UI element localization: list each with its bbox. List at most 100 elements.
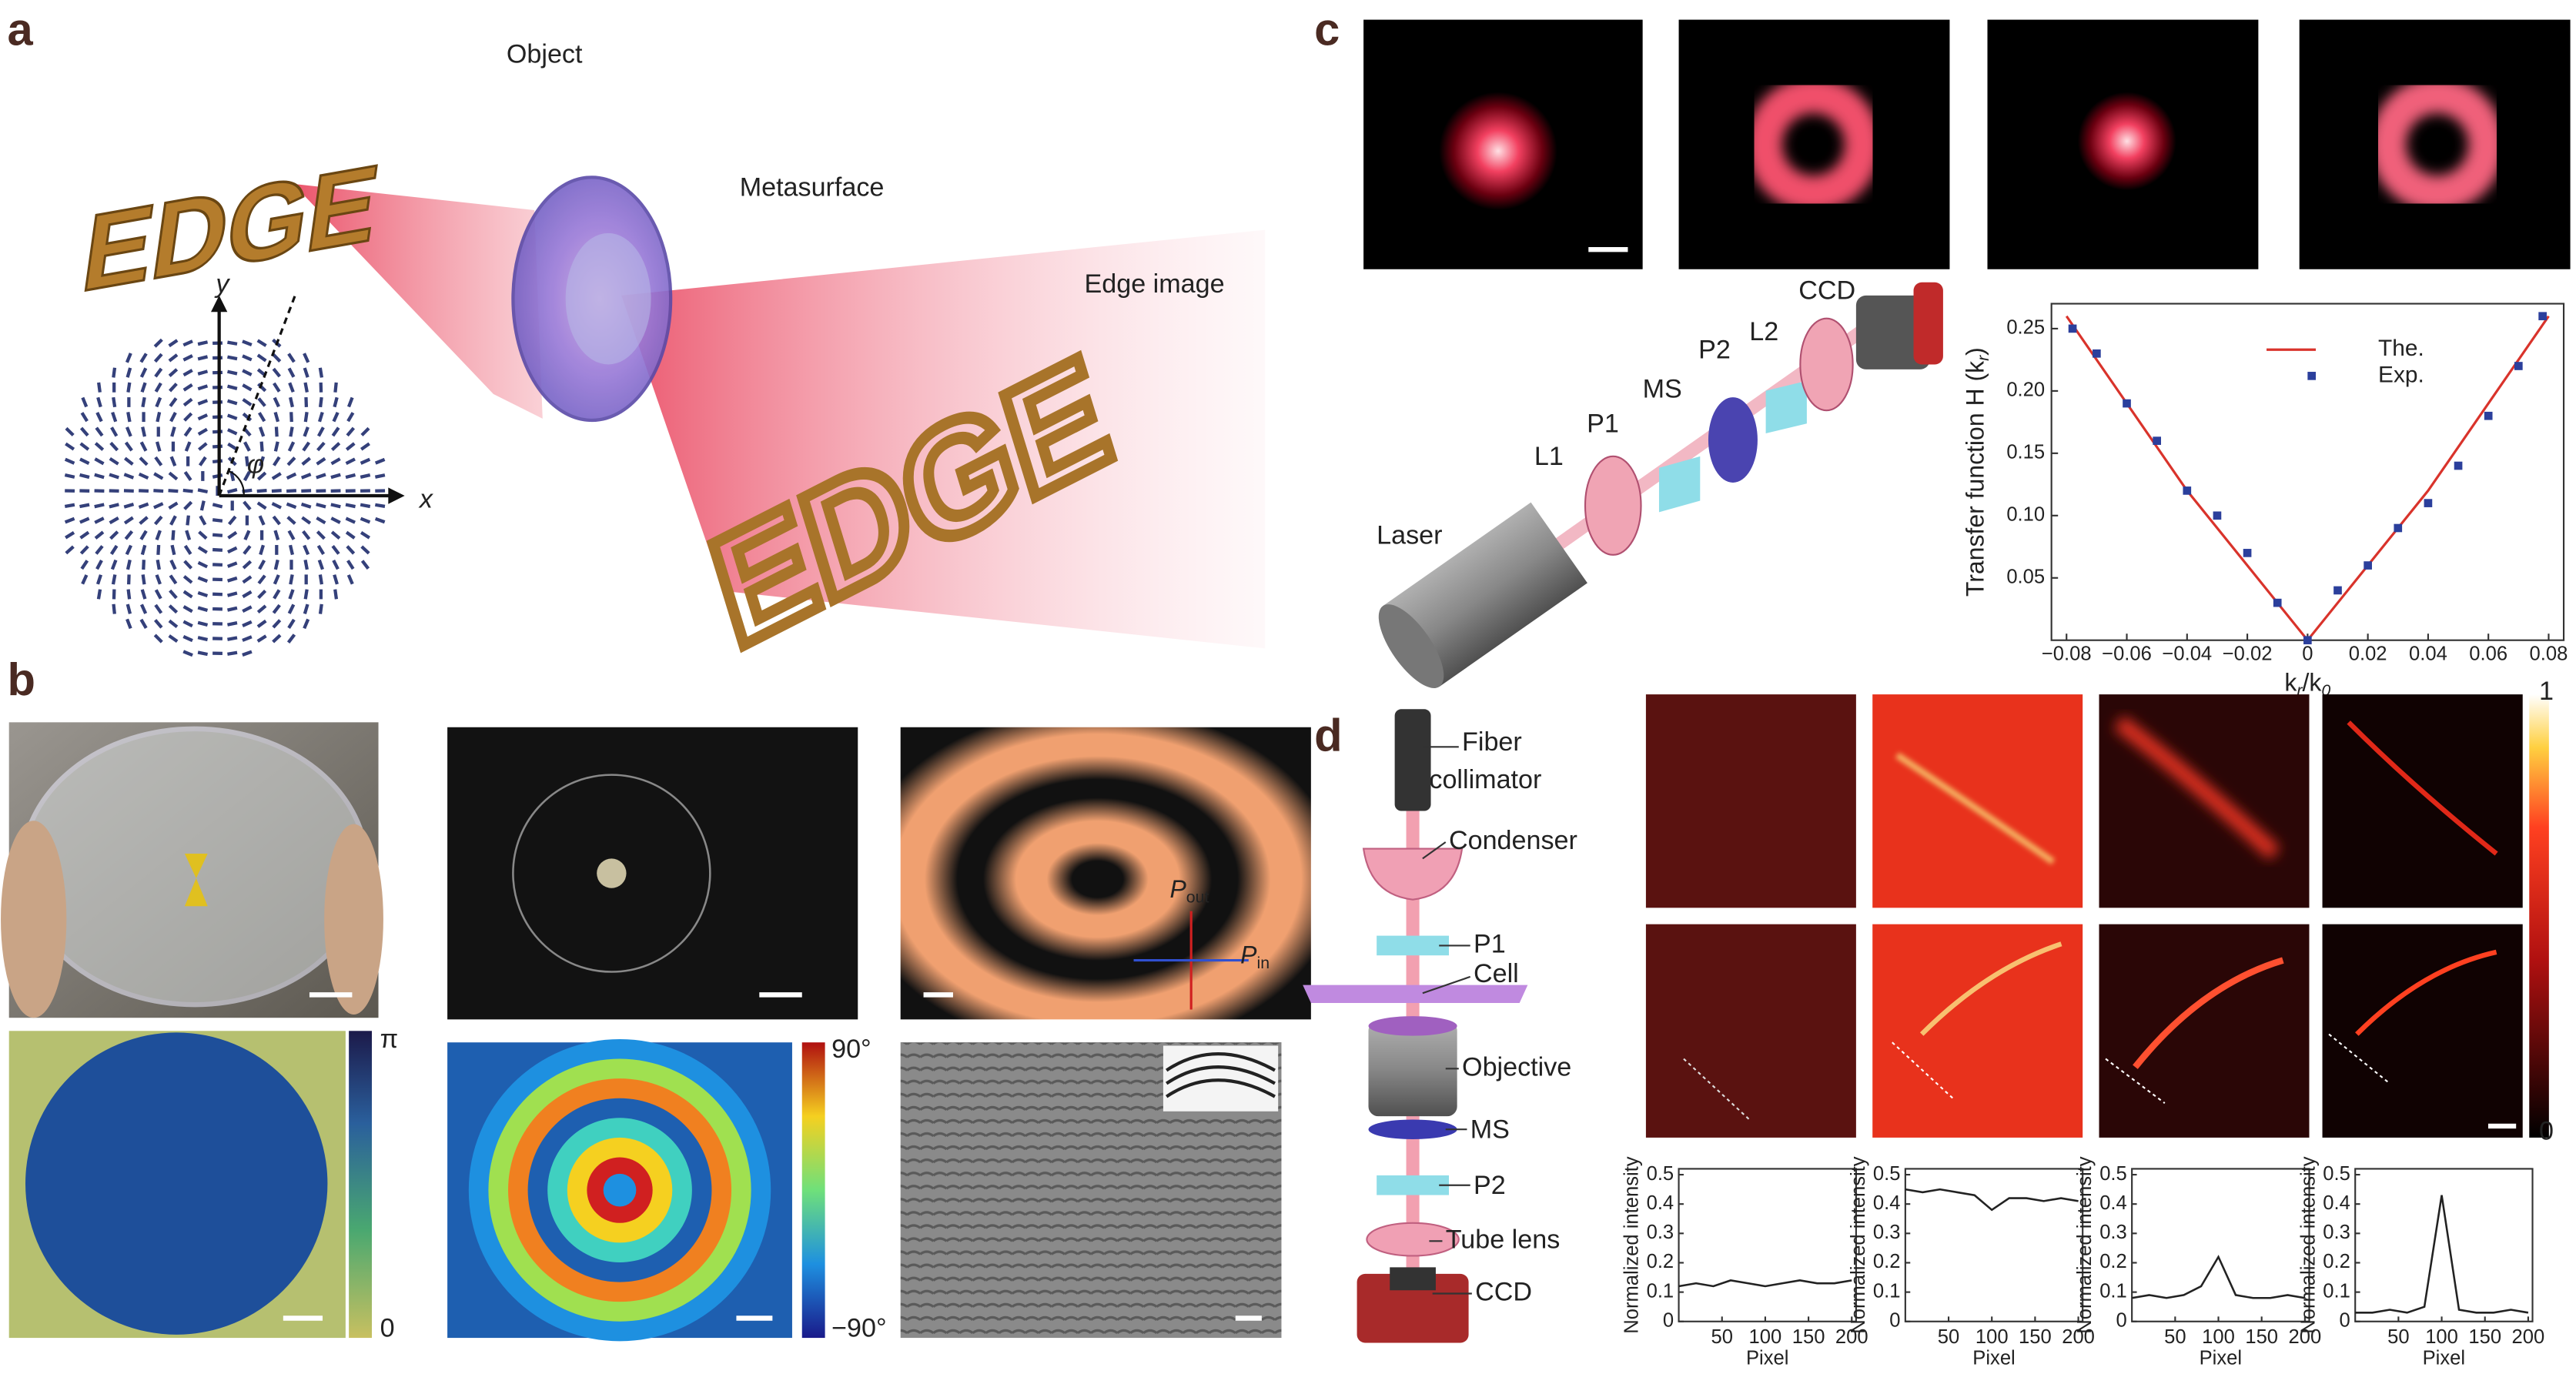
nano-antenna	[169, 589, 178, 600]
nano-antenna	[301, 516, 312, 525]
nano-antenna	[168, 339, 179, 348]
nano-antenna	[155, 574, 162, 585]
setup-label: L1	[1534, 442, 1564, 471]
nano-antenna	[273, 382, 281, 393]
nano-antenna	[64, 457, 75, 465]
leaders	[1422, 746, 1472, 1295]
nano-antenna	[79, 517, 90, 524]
nano-antenna	[272, 603, 281, 614]
exp-point	[2538, 312, 2547, 321]
legend-label: The.	[2378, 336, 2424, 361]
hand	[324, 824, 383, 1015]
nano-antenna	[212, 563, 223, 567]
nano-antenna	[303, 589, 309, 600]
hand	[1, 821, 67, 1018]
nano-antenna	[360, 473, 371, 479]
nano-antenna	[272, 353, 282, 363]
nano-antenna	[124, 530, 134, 540]
nano-antenna	[242, 354, 253, 362]
nano-antenna	[212, 518, 223, 523]
nano-antenna	[182, 369, 193, 377]
colorbar-top: 90°	[831, 1035, 871, 1064]
colorbar-bottom: 0	[380, 1313, 395, 1342]
nano-antenna	[79, 530, 90, 540]
cell-feature	[2113, 715, 2280, 860]
exp-point	[2303, 636, 2312, 645]
nano-antenna	[95, 574, 102, 585]
colorbar-bottom: −90°	[831, 1313, 887, 1342]
nano-antenna	[95, 411, 103, 423]
nano-antenna	[94, 517, 105, 524]
nano-antenna	[345, 457, 356, 466]
nano-antenna	[286, 516, 296, 525]
colorbar	[2529, 694, 2549, 1138]
nano-antenna	[289, 396, 294, 408]
nano-antenna	[182, 605, 193, 613]
phase-disc	[25, 1032, 328, 1335]
nano-antenna	[81, 574, 89, 585]
nano-antenna	[301, 456, 311, 466]
y-tick-label: 0.25	[2006, 317, 2045, 339]
intensity-line	[1678, 1279, 1852, 1288]
nano-antenna	[272, 515, 281, 526]
nano-antenna	[79, 473, 90, 480]
nano-antenna	[183, 544, 192, 555]
object-word: EDGE	[75, 141, 386, 315]
nano-antenna	[345, 530, 356, 540]
nano-antenna	[197, 606, 209, 613]
nano-antenna	[330, 517, 341, 524]
cell-feature	[2355, 949, 2497, 1036]
nano-antenna	[360, 560, 370, 570]
nano-antenna	[287, 618, 296, 629]
pattern	[64, 338, 386, 657]
nano-antenna	[168, 489, 179, 493]
nano-antenna	[346, 426, 356, 437]
nano-antenna	[360, 517, 371, 524]
inset	[1163, 1045, 1279, 1112]
nano-antenna	[330, 457, 341, 466]
nano-antenna	[153, 489, 164, 493]
nano-antenna	[111, 411, 118, 423]
nano-antenna	[182, 397, 193, 407]
y-tick-label: 0.2	[1647, 1251, 1674, 1272]
nano-antenna	[317, 559, 325, 570]
laser	[1378, 502, 1587, 688]
nano-antenna	[139, 489, 149, 493]
camera-back	[1913, 282, 1943, 365]
nano-antenna	[65, 531, 75, 540]
y-axis-label-part: r	[1974, 355, 1992, 361]
nano-antenna	[198, 530, 208, 540]
x-axis-label: Pixel	[1972, 1348, 2015, 1369]
nano-antenna	[303, 618, 310, 630]
intensity-charts: 0 0.1 0.2 0.3 0.4 0.5 50 100 150 200 Pixel Normaliz…	[1621, 1156, 2545, 1369]
x-axis-label-part: /k	[2303, 669, 2323, 697]
nano-antenna	[94, 530, 105, 540]
nano-antenna	[110, 426, 119, 437]
exp-point	[2394, 523, 2403, 533]
nano-antenna	[109, 517, 119, 525]
nano-antenna	[257, 412, 266, 423]
nano-antenna	[257, 383, 267, 393]
theory-line	[2065, 315, 2550, 643]
setup-label: collimator	[1429, 765, 1541, 794]
nano-antenna	[212, 503, 223, 509]
nano-antenna	[346, 574, 354, 585]
nano-antenna	[156, 411, 162, 423]
nano-antenna	[153, 353, 163, 363]
x-axis-label: Pixel	[2423, 1348, 2465, 1369]
x-tick-label: 50	[2387, 1326, 2409, 1348]
nano-antenna	[316, 503, 326, 509]
nano-antenna	[94, 473, 105, 480]
nano-antenna	[273, 589, 281, 600]
nano-antenna	[96, 396, 102, 408]
leader	[1422, 841, 1447, 860]
nano-antenna	[289, 426, 294, 437]
nano-antenna	[112, 396, 117, 408]
x-tick-label: −0.08	[2042, 644, 2092, 665]
nano-antenna	[345, 473, 356, 480]
nano-antenna	[227, 530, 238, 540]
y-axis-label: Normalized intensity	[2297, 1156, 2319, 1334]
setup-label: Laser	[1377, 520, 1442, 550]
setup-label: P1	[1587, 409, 1619, 438]
exp-point	[2454, 461, 2463, 470]
